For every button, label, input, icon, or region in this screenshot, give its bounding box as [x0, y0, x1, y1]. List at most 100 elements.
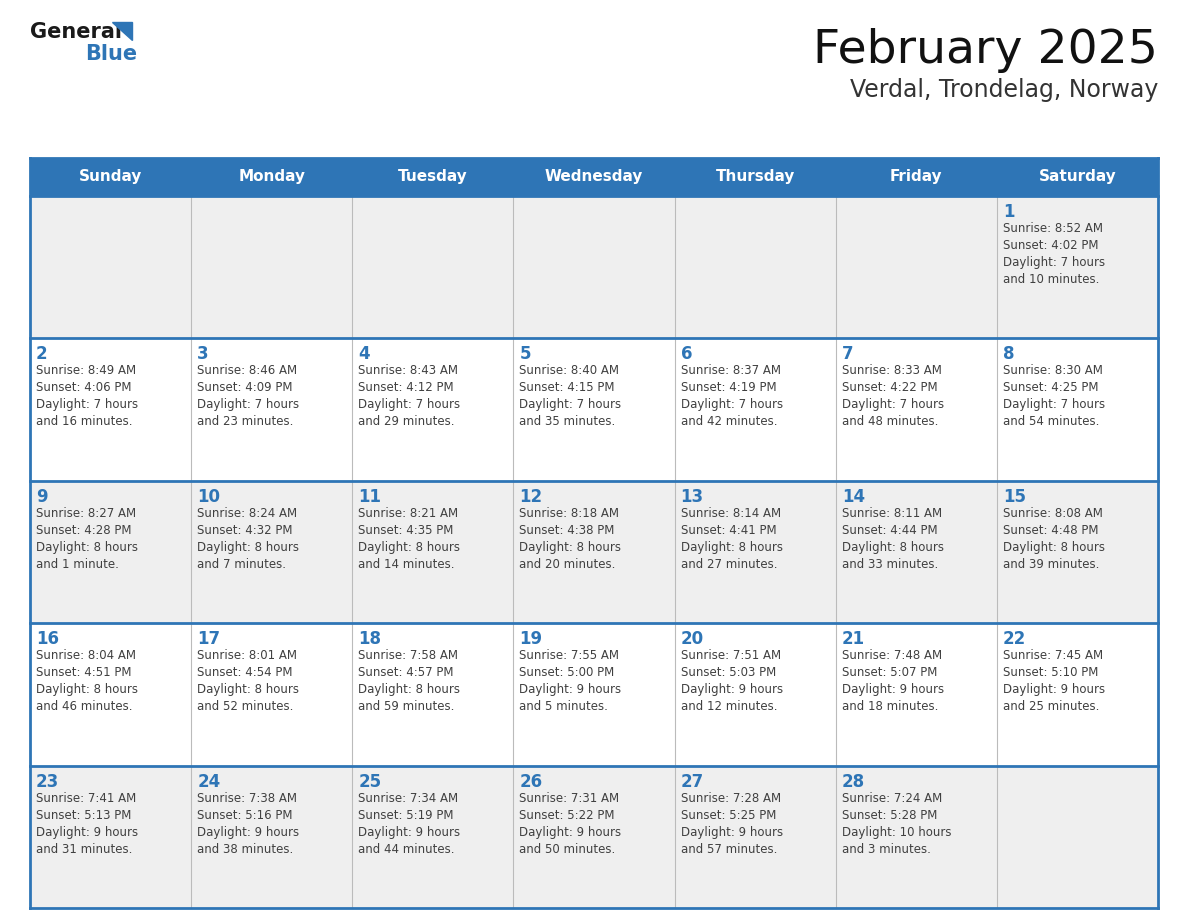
Text: Daylight: 8 hours: Daylight: 8 hours [842, 541, 943, 554]
Text: and 27 minutes.: and 27 minutes. [681, 558, 777, 571]
Text: Sunset: 5:22 PM: Sunset: 5:22 PM [519, 809, 615, 822]
Text: Saturday: Saturday [1038, 170, 1117, 185]
Text: Daylight: 8 hours: Daylight: 8 hours [681, 541, 783, 554]
Text: General: General [30, 22, 122, 42]
Text: and 25 minutes.: and 25 minutes. [1003, 700, 1099, 713]
Text: Friday: Friday [890, 170, 942, 185]
Text: Sunset: 4:25 PM: Sunset: 4:25 PM [1003, 381, 1099, 395]
Text: and 35 minutes.: and 35 minutes. [519, 416, 615, 429]
Text: Daylight: 9 hours: Daylight: 9 hours [359, 825, 461, 839]
Text: Sunrise: 8:37 AM: Sunrise: 8:37 AM [681, 364, 781, 377]
Text: 21: 21 [842, 630, 865, 648]
Text: Sunrise: 8:21 AM: Sunrise: 8:21 AM [359, 507, 459, 520]
Bar [30, 196, 1158, 339]
Text: Daylight: 9 hours: Daylight: 9 hours [519, 683, 621, 696]
Text: Sunset: 4:09 PM: Sunset: 4:09 PM [197, 381, 292, 395]
Bar [30, 339, 1158, 481]
Text: Monday: Monday [239, 170, 305, 185]
Text: Sunset: 5:13 PM: Sunset: 5:13 PM [36, 809, 132, 822]
Text: 16: 16 [36, 630, 59, 648]
Text: 2: 2 [36, 345, 48, 364]
Text: Sunrise: 7:31 AM: Sunrise: 7:31 AM [519, 791, 620, 804]
Text: and 16 minutes.: and 16 minutes. [36, 416, 133, 429]
Text: Daylight: 8 hours: Daylight: 8 hours [359, 541, 460, 554]
Text: Sunrise: 7:51 AM: Sunrise: 7:51 AM [681, 649, 781, 662]
Text: and 46 minutes.: and 46 minutes. [36, 700, 133, 713]
Text: 12: 12 [519, 487, 543, 506]
Text: Sunrise: 7:48 AM: Sunrise: 7:48 AM [842, 649, 942, 662]
Text: Sunset: 5:10 PM: Sunset: 5:10 PM [1003, 666, 1098, 679]
Text: Daylight: 9 hours: Daylight: 9 hours [681, 825, 783, 839]
Text: and 48 minutes.: and 48 minutes. [842, 416, 939, 429]
Text: Daylight: 9 hours: Daylight: 9 hours [36, 825, 138, 839]
Bar [30, 766, 1158, 908]
Text: and 7 minutes.: and 7 minutes. [197, 558, 286, 571]
Text: Sunset: 4:35 PM: Sunset: 4:35 PM [359, 524, 454, 537]
Text: Sunset: 5:16 PM: Sunset: 5:16 PM [197, 809, 292, 822]
Bar [30, 481, 1158, 623]
Text: and 29 minutes.: and 29 minutes. [359, 416, 455, 429]
Text: Sunset: 4:57 PM: Sunset: 4:57 PM [359, 666, 454, 679]
Text: and 23 minutes.: and 23 minutes. [197, 416, 293, 429]
Text: 23: 23 [36, 773, 59, 790]
Text: Tuesday: Tuesday [398, 170, 468, 185]
Text: Daylight: 8 hours: Daylight: 8 hours [197, 541, 299, 554]
Text: Daylight: 7 hours: Daylight: 7 hours [197, 398, 299, 411]
Text: Sunrise: 7:55 AM: Sunrise: 7:55 AM [519, 649, 619, 662]
Text: Daylight: 9 hours: Daylight: 9 hours [1003, 683, 1105, 696]
Text: Daylight: 7 hours: Daylight: 7 hours [519, 398, 621, 411]
Text: Daylight: 8 hours: Daylight: 8 hours [1003, 541, 1105, 554]
Text: Daylight: 7 hours: Daylight: 7 hours [1003, 256, 1105, 269]
Text: Daylight: 9 hours: Daylight: 9 hours [197, 825, 299, 839]
Text: and 33 minutes.: and 33 minutes. [842, 558, 939, 571]
Text: Sunrise: 7:58 AM: Sunrise: 7:58 AM [359, 649, 459, 662]
Polygon shape [112, 22, 132, 40]
Text: 8: 8 [1003, 345, 1015, 364]
Text: Sunset: 5:19 PM: Sunset: 5:19 PM [359, 809, 454, 822]
Text: Sunrise: 8:30 AM: Sunrise: 8:30 AM [1003, 364, 1102, 377]
Text: Sunset: 5:07 PM: Sunset: 5:07 PM [842, 666, 937, 679]
Text: Sunrise: 8:11 AM: Sunrise: 8:11 AM [842, 507, 942, 520]
Text: Daylight: 8 hours: Daylight: 8 hours [519, 541, 621, 554]
Text: Sunrise: 8:40 AM: Sunrise: 8:40 AM [519, 364, 619, 377]
Text: Sunset: 5:28 PM: Sunset: 5:28 PM [842, 809, 937, 822]
Text: and 44 minutes.: and 44 minutes. [359, 843, 455, 856]
Text: Sunrise: 7:41 AM: Sunrise: 7:41 AM [36, 791, 137, 804]
Text: 6: 6 [681, 345, 693, 364]
Text: Wednesday: Wednesday [545, 170, 643, 185]
Text: Sunrise: 7:34 AM: Sunrise: 7:34 AM [359, 791, 459, 804]
Text: 27: 27 [681, 773, 703, 790]
Text: Sunset: 5:00 PM: Sunset: 5:00 PM [519, 666, 614, 679]
Text: Sunrise: 8:04 AM: Sunrise: 8:04 AM [36, 649, 135, 662]
Text: 11: 11 [359, 487, 381, 506]
Text: 28: 28 [842, 773, 865, 790]
Text: February 2025: February 2025 [813, 28, 1158, 73]
Text: Sunrise: 8:27 AM: Sunrise: 8:27 AM [36, 507, 137, 520]
Text: 17: 17 [197, 630, 220, 648]
Text: 4: 4 [359, 345, 369, 364]
Text: Sunset: 4:12 PM: Sunset: 4:12 PM [359, 381, 454, 395]
Text: Sunrise: 7:24 AM: Sunrise: 7:24 AM [842, 791, 942, 804]
Bar [30, 158, 1158, 196]
Text: Sunrise: 8:52 AM: Sunrise: 8:52 AM [1003, 222, 1102, 235]
Text: Daylight: 8 hours: Daylight: 8 hours [36, 541, 138, 554]
Text: and 38 minutes.: and 38 minutes. [197, 843, 293, 856]
Bar [30, 623, 1158, 766]
Text: and 39 minutes.: and 39 minutes. [1003, 558, 1099, 571]
Text: Sunset: 4:51 PM: Sunset: 4:51 PM [36, 666, 132, 679]
Text: 3: 3 [197, 345, 209, 364]
Text: Sunrise: 8:43 AM: Sunrise: 8:43 AM [359, 364, 459, 377]
Text: Sunset: 4:06 PM: Sunset: 4:06 PM [36, 381, 132, 395]
Text: Sunset: 5:03 PM: Sunset: 5:03 PM [681, 666, 776, 679]
Text: and 31 minutes.: and 31 minutes. [36, 843, 132, 856]
Text: Sunset: 4:15 PM: Sunset: 4:15 PM [519, 381, 615, 395]
Text: Blue: Blue [86, 44, 137, 64]
Text: Sunrise: 7:38 AM: Sunrise: 7:38 AM [197, 791, 297, 804]
Text: Sunset: 4:38 PM: Sunset: 4:38 PM [519, 524, 615, 537]
Text: Sunrise: 8:01 AM: Sunrise: 8:01 AM [197, 649, 297, 662]
Text: and 59 minutes.: and 59 minutes. [359, 700, 455, 713]
Text: Sunrise: 7:45 AM: Sunrise: 7:45 AM [1003, 649, 1102, 662]
Text: and 52 minutes.: and 52 minutes. [197, 700, 293, 713]
Text: Daylight: 10 hours: Daylight: 10 hours [842, 825, 952, 839]
Text: Sunrise: 8:46 AM: Sunrise: 8:46 AM [197, 364, 297, 377]
